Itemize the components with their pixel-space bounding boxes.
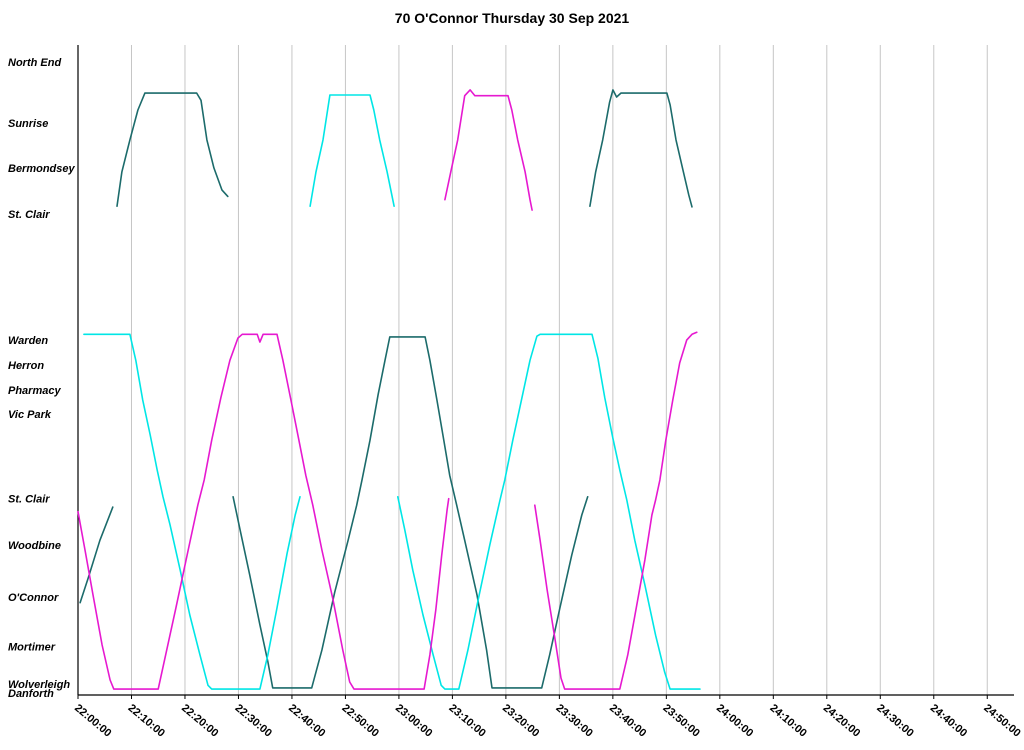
stop-label: Warden [8,335,48,347]
stop-label: St. Clair [8,494,50,506]
trip-line-teal-1 [79,506,114,604]
x-tick-label: 23:20:00 [500,702,541,740]
x-tick-label: 24:40:00 [928,702,969,740]
x-tick-label: 24:20:00 [821,702,862,740]
trip-line-magenta-3 [533,331,698,690]
x-tick-label: 24:10:00 [767,702,808,740]
x-tick-label: 23:10:00 [446,702,487,740]
x-tick-label: 22:00:00 [72,702,113,740]
x-tick-label: 23:30:00 [553,702,594,740]
stop-label: Pharmacy [8,385,61,397]
stop-label: O'Connor [8,592,59,604]
stop-label: Bermondsey [8,163,76,175]
x-tick-label: 23:40:00 [607,702,648,740]
trip-line-cyan-3 [396,333,701,690]
trip-line-cyan-2 [309,94,395,207]
x-tick-label: 24:30:00 [874,702,915,740]
stop-label: North End [8,57,61,69]
trip-line-teal-3 [232,336,589,689]
x-tick-label: 22:50:00 [340,702,381,740]
trip-line-cyan-1 [83,333,301,690]
stop-label: St. Clair [8,209,50,221]
stop-label: Danforth [8,688,54,700]
trip-line-magenta-1 [77,333,450,690]
stop-label: Herron [8,360,44,372]
trip-line-teal-4 [589,89,693,208]
x-tick-label: 22:10:00 [126,702,167,740]
stop-label: Mortimer [8,641,56,653]
x-tick-label: 23:00:00 [393,702,434,740]
trip-line-magenta-2 [444,89,533,211]
trip-line-teal-2 [116,92,229,207]
chart-title: 70 O'Connor Thursday 30 Sep 2021 [394,10,630,26]
x-tick-label: 24:00:00 [714,702,755,740]
x-tick-label: 23:50:00 [660,702,701,740]
stop-label: Woodbine [8,540,61,552]
x-tick-label: 22:20:00 [179,702,220,740]
x-tick-label: 22:30:00 [233,702,274,740]
stop-label: Vic Park [8,409,52,421]
stop-label: Wolverleigh [8,679,70,691]
x-tick-label: 22:40:00 [286,702,327,740]
x-tick-label: 24:50:00 [981,702,1022,740]
stop-label: Sunrise [8,118,48,130]
